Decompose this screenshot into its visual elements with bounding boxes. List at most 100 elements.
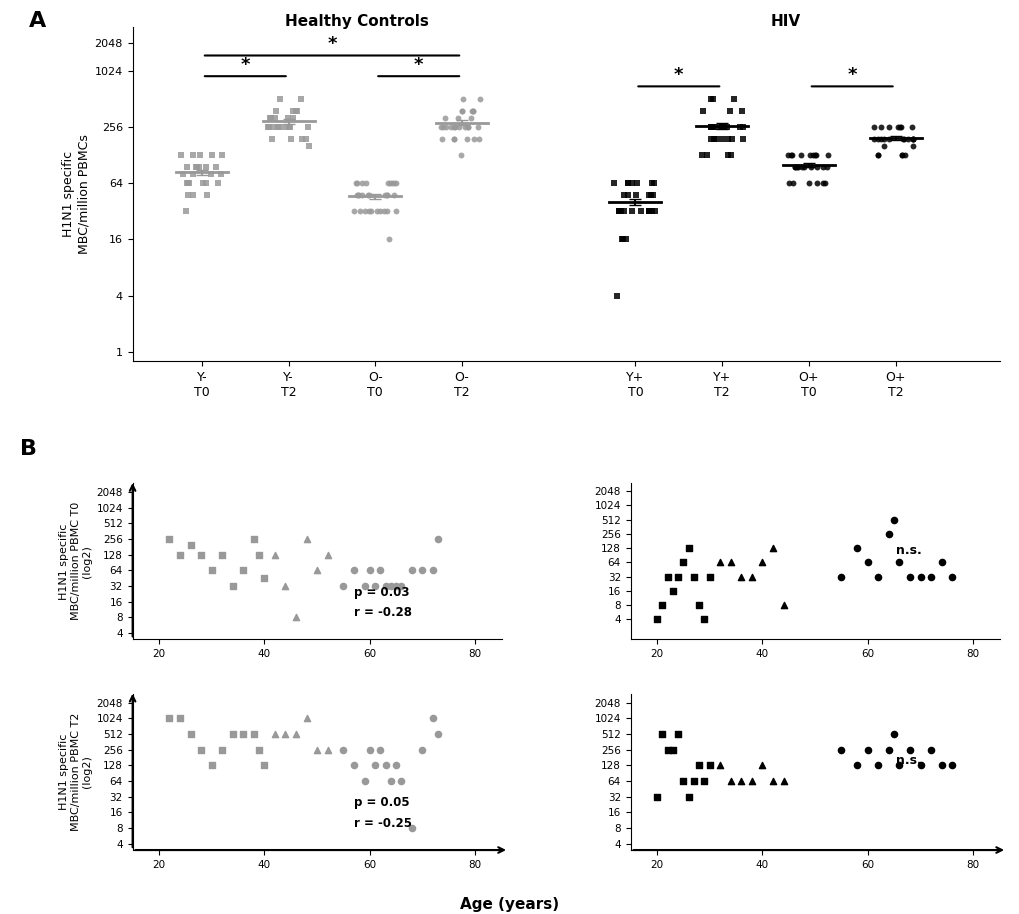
- Point: [193, 742, 209, 757]
- Point: [609, 204, 626, 218]
- Point: [701, 758, 717, 772]
- Point: [731, 120, 747, 134]
- Point: [620, 176, 636, 191]
- Point: [648, 789, 664, 803]
- Point: [702, 120, 718, 134]
- Point: [893, 148, 909, 163]
- Point: [698, 148, 714, 163]
- Point: [783, 148, 799, 163]
- Point: [808, 176, 824, 191]
- Point: [922, 742, 938, 757]
- Point: [784, 148, 800, 163]
- Point: [713, 120, 730, 134]
- Point: [437, 120, 453, 134]
- Point: [267, 727, 283, 741]
- Point: [263, 111, 279, 125]
- Point: [705, 132, 721, 146]
- Point: [179, 187, 196, 202]
- Point: [701, 569, 717, 584]
- Text: *: *: [327, 36, 336, 53]
- Text: *: *: [847, 67, 856, 84]
- Point: [214, 547, 230, 562]
- Point: [714, 120, 731, 134]
- Point: [210, 176, 226, 191]
- Point: [382, 773, 398, 788]
- Point: [385, 176, 401, 191]
- Point: [445, 132, 462, 146]
- Point: [384, 176, 400, 191]
- Point: [612, 204, 629, 218]
- Point: [865, 132, 881, 146]
- Point: [377, 187, 393, 202]
- Point: [904, 139, 920, 154]
- Point: [627, 187, 643, 202]
- Point: [608, 288, 625, 303]
- Text: r = -0.25: r = -0.25: [354, 816, 412, 830]
- Point: [764, 541, 781, 556]
- Point: [425, 711, 441, 726]
- Point: [734, 103, 750, 118]
- Point: [675, 773, 691, 788]
- Point: [203, 167, 219, 182]
- Point: [872, 120, 889, 134]
- Point: [865, 120, 881, 134]
- Point: [345, 758, 362, 772]
- Point: [198, 176, 214, 191]
- Point: [892, 120, 908, 134]
- Text: p = 0.05: p = 0.05: [354, 796, 410, 809]
- Point: [806, 148, 822, 163]
- Point: [387, 176, 404, 191]
- Point: [874, 139, 891, 154]
- Text: *: *: [674, 67, 683, 84]
- Point: [284, 111, 301, 125]
- Point: [348, 176, 365, 191]
- Point: [618, 232, 634, 247]
- Point: [372, 742, 388, 757]
- Point: [470, 132, 486, 146]
- Point: [191, 160, 207, 175]
- Point: [356, 773, 372, 788]
- Point: [619, 176, 635, 191]
- Point: [301, 139, 317, 154]
- Point: [267, 547, 283, 562]
- Point: [430, 727, 446, 741]
- Point: [335, 742, 352, 757]
- Point: [619, 187, 635, 202]
- Point: [733, 773, 749, 788]
- Point: [161, 532, 177, 547]
- Point: [859, 742, 875, 757]
- Point: [449, 111, 466, 125]
- Point: [764, 773, 781, 788]
- Point: [270, 120, 286, 134]
- Point: [875, 132, 892, 146]
- Point: [187, 160, 204, 175]
- Point: [711, 555, 728, 569]
- Point: [685, 773, 701, 788]
- Point: [707, 132, 723, 146]
- Point: [814, 160, 830, 175]
- Point: [614, 187, 631, 202]
- Point: [664, 742, 681, 757]
- Point: [779, 148, 795, 163]
- Point: [904, 132, 920, 146]
- Point: [224, 727, 240, 741]
- Point: [433, 132, 449, 146]
- Point: [446, 120, 463, 134]
- Point: [785, 176, 801, 191]
- Point: [889, 120, 905, 134]
- Point: [641, 204, 657, 218]
- Point: [348, 187, 365, 202]
- Point: [872, 132, 889, 146]
- Text: Healthy Controls: Healthy Controls: [284, 14, 429, 28]
- Point: [702, 91, 718, 106]
- Point: [319, 742, 335, 757]
- Point: [943, 758, 959, 772]
- Point: [869, 148, 886, 163]
- Point: [911, 569, 927, 584]
- Point: [868, 132, 884, 146]
- Point: [288, 103, 305, 118]
- Point: [886, 727, 902, 741]
- Text: n.s.: n.s.: [896, 754, 921, 767]
- Point: [693, 148, 709, 163]
- Point: [414, 742, 430, 757]
